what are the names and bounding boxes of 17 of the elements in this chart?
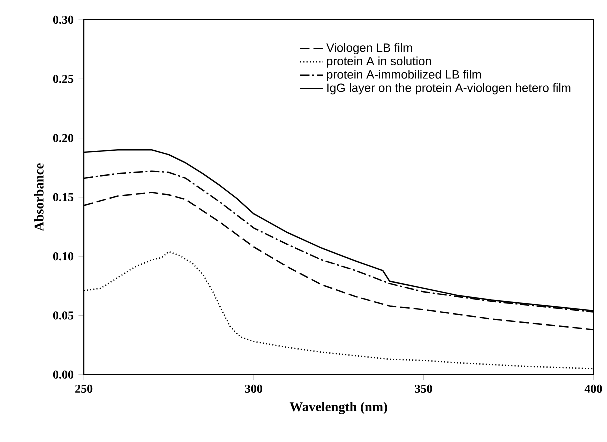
x-tick-label: 400 bbox=[584, 385, 602, 394]
y-tick-label: 0.20 bbox=[53, 134, 74, 143]
x-tick-label: 250 bbox=[76, 385, 93, 394]
y-axis-title: Absorbance bbox=[34, 164, 44, 232]
y-tick-label: 0.15 bbox=[53, 194, 74, 202]
legend-label: protein A in solution bbox=[327, 56, 432, 68]
y-tick-label: 0.05 bbox=[53, 312, 74, 320]
x-tick-label: 350 bbox=[415, 385, 432, 394]
y-tick-label: 0.25 bbox=[53, 75, 74, 84]
x-axis-title: Wavelength (nm) bbox=[290, 402, 388, 415]
y-tick-label: 0.00 bbox=[53, 370, 74, 380]
legend-label: protein A-immobilized LB film bbox=[327, 70, 482, 82]
y-tick-label: 0.30 bbox=[53, 16, 74, 24]
legend-label: IgG layer on the protein A-viologen hetero film bbox=[328, 84, 571, 95]
x-tick-label: 300 bbox=[245, 385, 262, 394]
y-tick-label: 0.10 bbox=[53, 252, 74, 261]
legend-label: Viologen LB film bbox=[326, 44, 412, 55]
